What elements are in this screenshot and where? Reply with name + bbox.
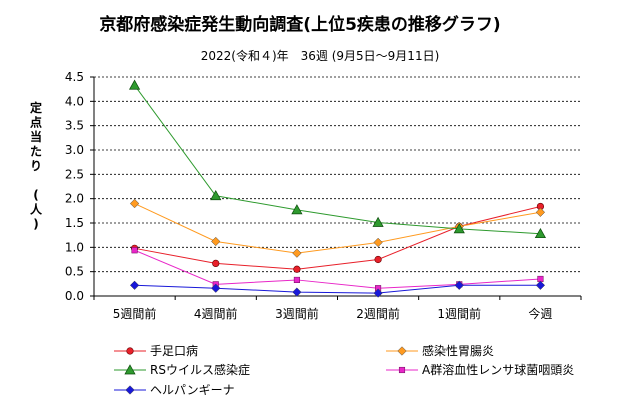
y-axis-label: 定点当たり (人) xyxy=(30,100,43,231)
legend-label: ヘルパンギーナ xyxy=(150,383,235,397)
data-point xyxy=(454,280,464,290)
y-tick-label: 1.5 xyxy=(65,216,84,230)
data-point xyxy=(373,237,383,248)
x-tick-label: 5週間前 xyxy=(113,306,157,321)
series-line xyxy=(134,205,541,270)
grid xyxy=(94,76,581,273)
x-tick-labels: 5週間前 4週間前 3週間前 2週間前 1週間前 今週 xyxy=(113,306,553,321)
legend-label: RSウイルス感染症 xyxy=(150,362,250,377)
data-point xyxy=(292,248,302,258)
x-tick-label: 1週間前 xyxy=(437,306,481,321)
y-tick-label: 3.5 xyxy=(65,119,84,133)
series-line xyxy=(134,249,541,289)
y-tick-label: 3.0 xyxy=(65,143,84,157)
x-tick-label: 2週間前 xyxy=(356,306,400,321)
legend-item: ヘルパンギーナ xyxy=(114,383,235,397)
series-4 xyxy=(129,280,546,298)
data-point xyxy=(131,247,138,254)
series xyxy=(128,79,547,298)
y-tick-label: 2.0 xyxy=(65,192,84,206)
series-line xyxy=(134,203,541,254)
legend-item: RSウイルス感染症 xyxy=(114,362,250,377)
legend-label: 手足口病 xyxy=(150,343,198,358)
data-point xyxy=(535,280,546,290)
y-tick-label: 1.0 xyxy=(65,240,84,254)
legend-marker xyxy=(124,364,136,375)
legend-item: 感染性胃腸炎 xyxy=(386,343,494,358)
y-tick-label: 0.0 xyxy=(65,289,84,303)
chart-title: 京都府感染症発生動向調査(上位5疾患の推移グラフ) xyxy=(99,14,500,35)
series-line xyxy=(134,84,541,235)
series-0 xyxy=(130,202,545,273)
y-tick-label: 4.5 xyxy=(65,70,84,84)
data-point xyxy=(374,255,382,264)
data-point xyxy=(453,223,465,234)
x-tick-label: 今週 xyxy=(528,306,552,321)
data-point xyxy=(128,79,141,90)
legend-marker xyxy=(126,347,134,355)
series-1 xyxy=(129,198,546,258)
legend-marker xyxy=(398,366,406,374)
y-tick-label: 0.5 xyxy=(65,265,84,279)
data-point xyxy=(292,287,302,297)
data-point xyxy=(535,207,546,217)
y-axis-label-text: 定点当たり (人) xyxy=(30,100,43,231)
data-point xyxy=(372,216,384,227)
series-line xyxy=(134,284,541,294)
data-point xyxy=(129,198,140,209)
data-point xyxy=(212,259,220,267)
legend-marker xyxy=(125,385,135,395)
y-tick-label: 2.5 xyxy=(65,167,84,181)
x-tick-label: 3週間前 xyxy=(275,306,319,321)
data-point xyxy=(129,280,140,290)
x-tick-label: 4週間前 xyxy=(194,306,238,321)
series-3 xyxy=(131,247,544,292)
legend-item: 手足口病 xyxy=(114,343,198,358)
legend-label: A群溶血性レンサ球菌咽頭炎 xyxy=(422,362,574,377)
data-point xyxy=(291,204,303,215)
axes xyxy=(90,76,582,300)
legend-item: A群溶血性レンサ球菌咽頭炎 xyxy=(386,362,574,377)
chart-subtitle: 2022(令和４)年 36週 (9月5日〜9月11日) xyxy=(201,48,440,63)
data-point xyxy=(373,288,383,298)
data-point xyxy=(293,276,300,283)
y-tick-labels: 0.0 0.5 1.0 1.5 2.0 2.5 3.0 3.5 4.0 4.5 xyxy=(65,70,84,303)
y-tick-label: 4.0 xyxy=(65,94,84,108)
data-point xyxy=(211,283,221,293)
data-point xyxy=(211,236,221,247)
data-point xyxy=(293,265,301,273)
series-2 xyxy=(128,79,547,239)
data-point xyxy=(534,227,547,239)
legend-label: 感染性胃腸炎 xyxy=(422,343,494,358)
legend-marker xyxy=(397,346,407,356)
data-point xyxy=(210,190,222,201)
